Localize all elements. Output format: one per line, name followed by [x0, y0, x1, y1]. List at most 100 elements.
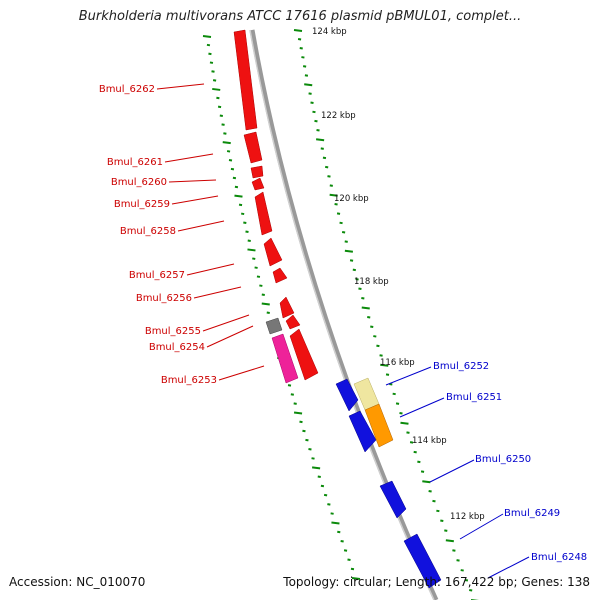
gene-bmul-6251[interactable]: [364, 403, 394, 448]
gene-bmul-6249[interactable]: [403, 533, 442, 589]
label-bmul-6262[interactable]: Bmul_6262: [99, 84, 155, 95]
minor-tick: [341, 231, 346, 234]
label-bmul-6255[interactable]: Bmul_6255: [145, 326, 201, 337]
minor-tick: [460, 569, 464, 572]
minor-tick: [379, 354, 383, 357]
scale-label-114: 114 kbp: [412, 436, 447, 446]
label-bmul-6248[interactable]: Bmul_6248: [531, 552, 587, 563]
gene-labels-blue: Bmul_6252 Bmul_6251 Bmul_6250 Bmul_6249 …: [433, 361, 587, 563]
gene-bmul-6259[interactable]: [251, 177, 265, 191]
gene-bmul-6261[interactable]: [243, 131, 263, 164]
minor-tick: [314, 119, 318, 123]
label-bmul-6261[interactable]: Bmul_6261: [107, 157, 163, 168]
minor-tick: [238, 203, 243, 207]
minor-tick: [234, 185, 239, 189]
gene-bmul-6254[interactable]: [289, 328, 319, 381]
accession-text: Accession: NC_010070: [9, 575, 146, 589]
minor-tick: [293, 402, 297, 405]
outer-tick-ring: [293, 29, 480, 600]
major-tick: [202, 35, 212, 38]
scale-label-116: 116 kbp: [380, 358, 415, 368]
label-bmul-6260[interactable]: Bmul_6260: [111, 177, 167, 188]
minor-tick: [287, 384, 292, 387]
minor-tick: [243, 221, 247, 225]
minor-tick: [317, 475, 321, 479]
major-tick: [329, 193, 338, 197]
minor-tick: [355, 278, 359, 281]
minor-tick: [385, 373, 390, 376]
minor-tick: [339, 221, 343, 225]
minor-tick: [254, 266, 258, 269]
minor-tick: [428, 490, 432, 493]
label-bmul-6256[interactable]: Bmul_6256: [136, 293, 192, 304]
label-bmul-6250[interactable]: Bmul_6250: [475, 454, 531, 465]
label-bmul-6258[interactable]: Bmul_6258: [120, 226, 176, 237]
minor-tick: [228, 158, 233, 162]
minor-tick: [320, 484, 325, 488]
minor-tick: [308, 448, 312, 451]
scale-label-118: 118 kbp: [354, 277, 389, 287]
minor-tick: [464, 579, 469, 582]
label-bmul-6253[interactable]: Bmul_6253: [161, 375, 217, 386]
minor-tick: [350, 567, 355, 571]
gene-bmul-6252b[interactable]: [348, 410, 377, 453]
minor-tick: [297, 38, 302, 41]
minor-tick: [247, 239, 251, 242]
minor-tick: [361, 297, 365, 300]
plasmid-backbone: [249, 29, 439, 600]
label-bmul-6254[interactable]: Bmul_6254: [149, 342, 205, 353]
genes-forward: [233, 29, 319, 384]
gene-bmul-6255b[interactable]: [285, 314, 301, 330]
minor-tick: [209, 61, 214, 64]
minor-tick: [323, 493, 328, 497]
minor-tick: [310, 101, 314, 105]
minor-tick: [329, 184, 333, 187]
major-tick: [304, 83, 313, 87]
gene-bmul-6260[interactable]: [250, 165, 264, 179]
map-title: Burkholderia multivorans ATCC 17616 plas…: [78, 9, 522, 24]
minor-tick: [469, 589, 473, 592]
minor-tick: [399, 412, 403, 415]
minor-tick: [230, 167, 235, 171]
gene-bmul-6258[interactable]: [254, 191, 273, 236]
minor-tick: [320, 147, 324, 150]
major-tick: [331, 521, 340, 525]
gene-bmul-6255[interactable]: [279, 296, 295, 319]
label-bmul-6252[interactable]: Bmul_6252: [433, 361, 489, 372]
minor-tick: [301, 56, 305, 59]
minor-tick: [343, 549, 348, 552]
label-bmul-6251[interactable]: Bmul_6251: [446, 392, 502, 403]
minor-tick: [299, 47, 303, 50]
gene-bmul-6257[interactable]: [263, 237, 283, 267]
label-bmul-6259[interactable]: Bmul_6259: [114, 199, 170, 210]
scale-label-120: 120 kbp: [334, 194, 369, 204]
minor-tick: [417, 460, 421, 464]
gene-bmul-6254-grey[interactable]: [265, 317, 283, 335]
scale-label-112: 112 kbp: [450, 512, 485, 522]
minor-tick: [302, 65, 307, 68]
gene-bmul-6256[interactable]: [272, 267, 288, 284]
major-tick: [247, 248, 256, 252]
minor-tick: [221, 123, 225, 126]
minor-tick: [322, 156, 327, 160]
minor-tick: [206, 43, 211, 47]
minor-tick: [432, 499, 436, 503]
gene-bmul-6262[interactable]: [233, 29, 258, 131]
minor-tick: [352, 268, 356, 272]
major-tick: [222, 141, 231, 145]
minor-tick: [241, 212, 245, 216]
minor-tick: [370, 325, 374, 329]
gene-bmul-6252[interactable]: [335, 378, 359, 412]
gene-bmul-6253[interactable]: [271, 333, 299, 384]
minor-tick: [223, 132, 227, 135]
major-tick: [361, 306, 370, 310]
minor-tick: [452, 549, 456, 552]
gene-bmul-6250[interactable]: [379, 480, 407, 519]
label-bmul-6257[interactable]: Bmul_6257: [129, 270, 185, 281]
minor-tick: [330, 512, 334, 515]
label-bmul-6249[interactable]: Bmul_6249: [504, 508, 560, 519]
minor-tick: [373, 335, 377, 338]
minor-tick: [409, 441, 414, 444]
